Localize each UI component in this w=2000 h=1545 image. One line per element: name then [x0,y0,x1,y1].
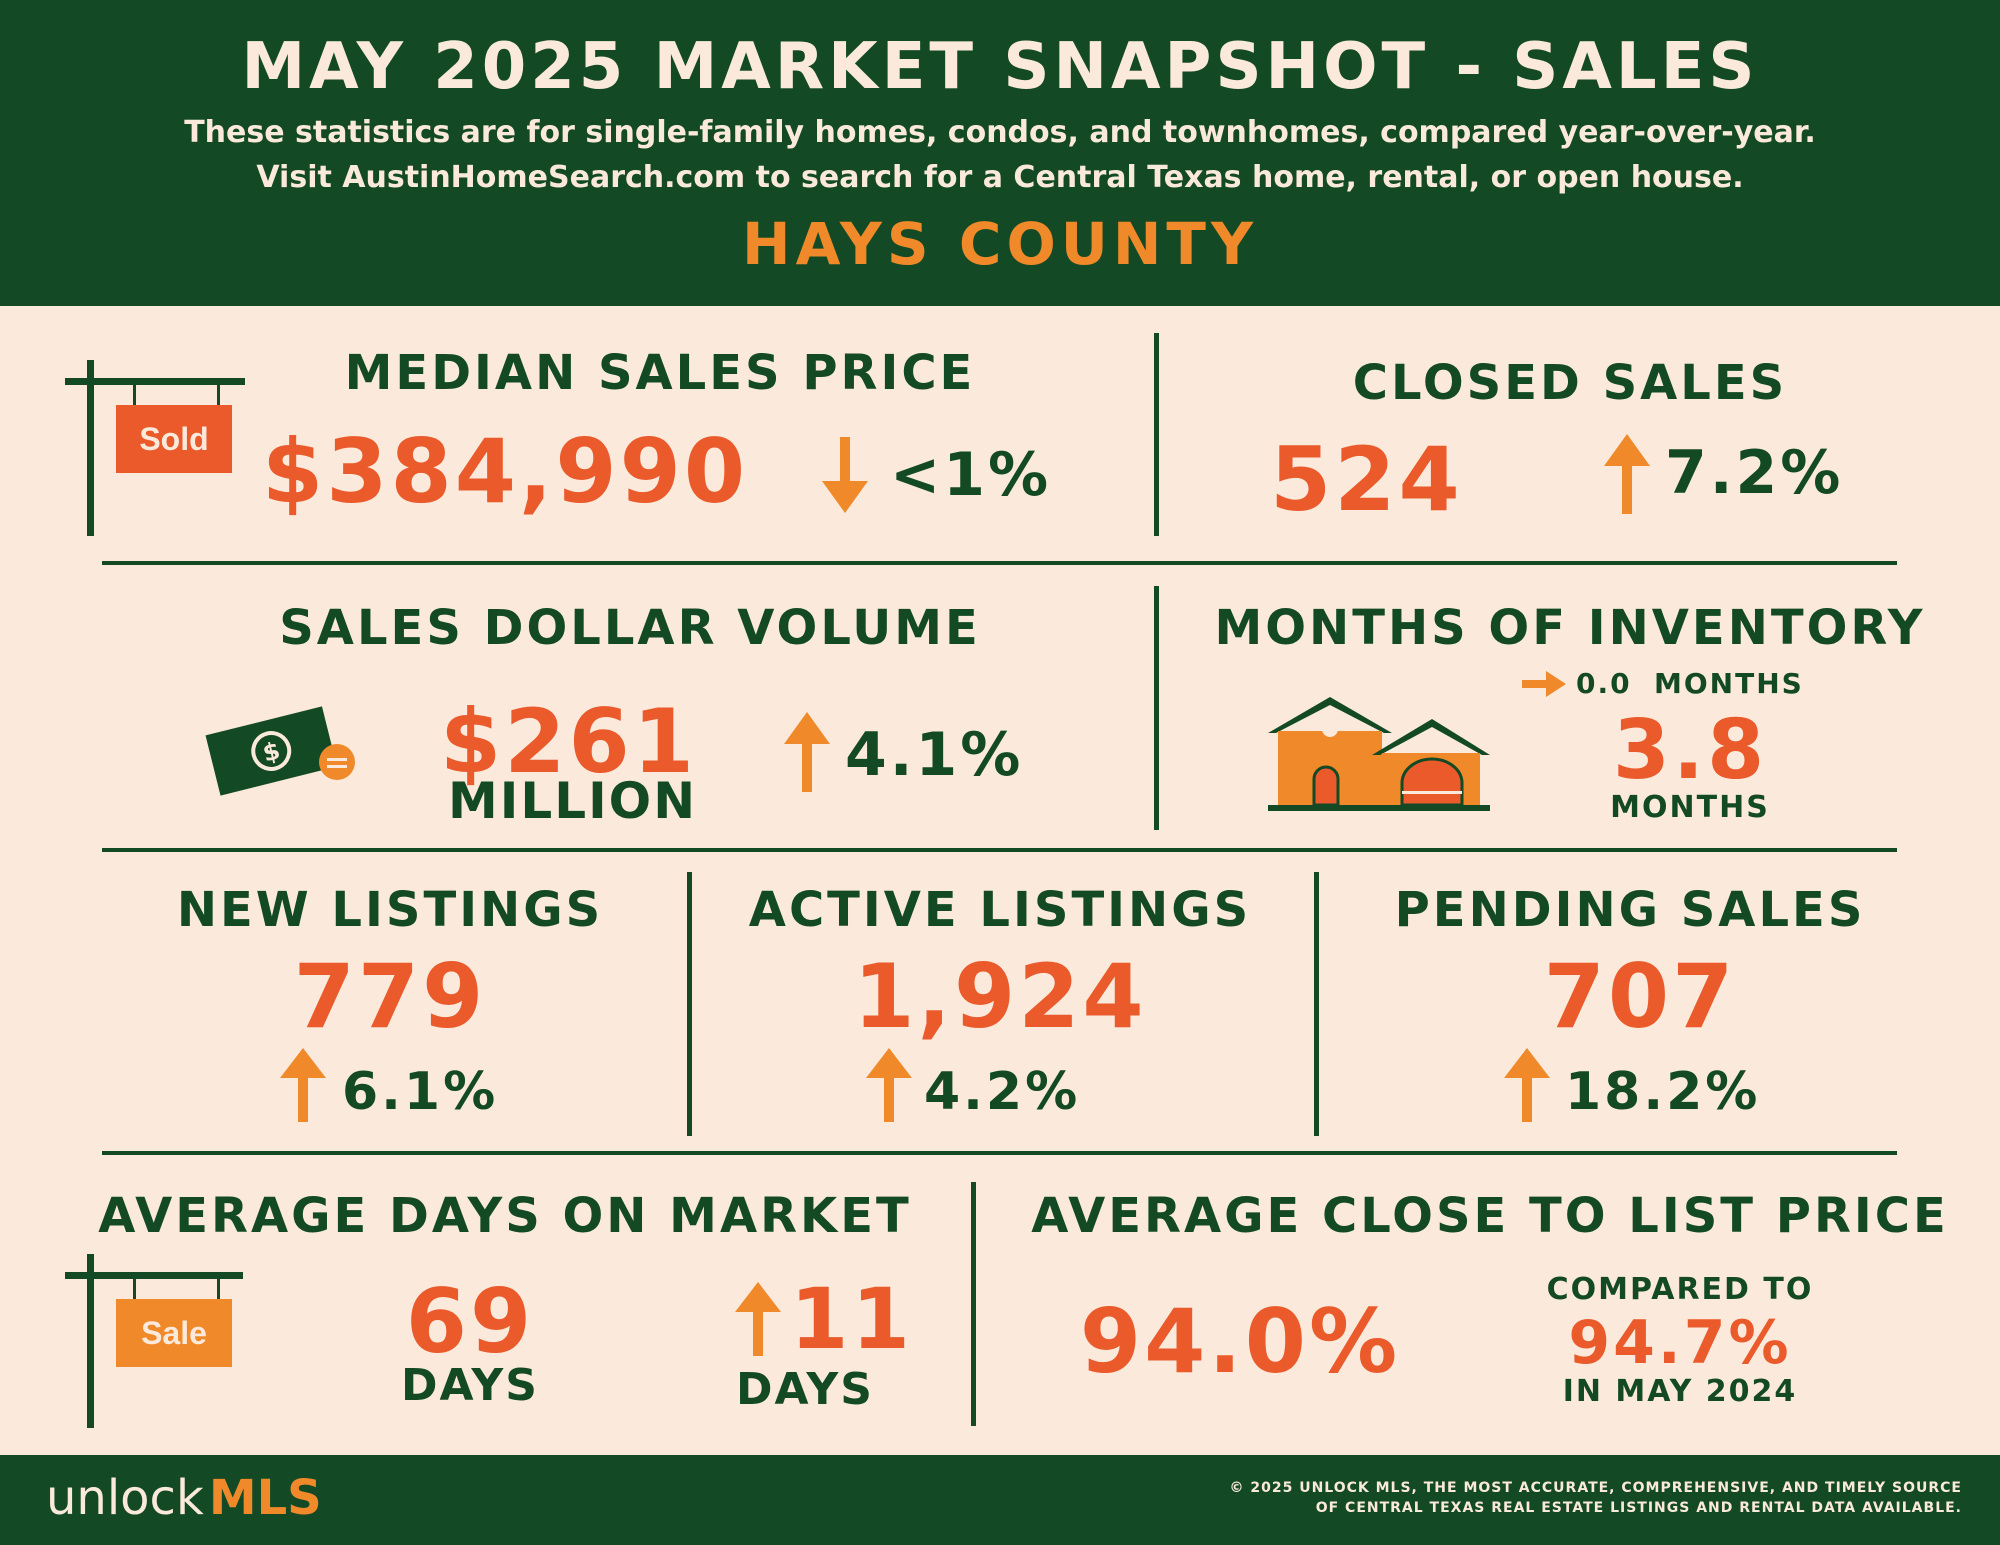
cash-icon: $ [205,706,355,796]
arrow-up-icon [1604,434,1650,514]
active-listings-change: 4.2% [924,1062,1081,1122]
sales-dollar-volume-unit: MILLION [448,772,698,830]
divider-h3 [102,1151,1897,1155]
median-sales-price-value: $384,990 [262,420,749,523]
subtitle-line1: These statistics are for single-family h… [184,115,1816,150]
page-title: MAY 2025 MARKET SNAPSHOT - SALES [241,30,1759,104]
sold-sign-text: Sold [139,421,209,457]
avg-close-to-list-compared-value: 94.7% [1568,1308,1792,1378]
arrow-up-icon [280,1048,326,1122]
arrow-up-icon [784,712,830,792]
closed-sales-change: 7.2% [1665,438,1844,508]
sales-dollar-volume-value: $261 [440,690,697,793]
months-of-inventory-change-unit: MONTHS [1654,667,1804,700]
new-listings-change: 6.1% [342,1062,499,1122]
sales-dollar-volume-change: 4.1% [845,720,1024,790]
sold-sign-icon [65,360,245,536]
sale-sign-icon [65,1254,243,1428]
brand-mls-text: MLS [208,1470,322,1526]
months-of-inventory-value: 3.8 [1612,703,1768,798]
avg-days-on-market-unit: DAYS [401,1360,539,1411]
subtitle-line2: Visit AustinHomeSearch.com to search for… [256,160,1744,195]
months-of-inventory-change: 0.0 [1576,667,1632,700]
arrow-down-icon [822,437,868,513]
avg-close-to-list-compared-period: IN MAY 2024 [1562,1374,1798,1409]
header-band [0,0,2000,306]
divider-v4 [1314,872,1319,1136]
avg-days-on-market-change: 11 [790,1270,913,1368]
copyright-line1: © 2025 UNLOCK MLS, THE MOST ACCURATE, CO… [1229,1480,1962,1496]
months-of-inventory-unit: MONTHS [1610,790,1770,825]
brand-logo: unlock MLS [46,1470,322,1526]
median-sales-price-change: <1% [890,440,1052,510]
brand-unlock-text: unlock [46,1470,204,1526]
house-icon [1268,697,1490,811]
avg-close-to-list-value: 94.0% [1079,1290,1401,1393]
closed-sales-value: 524 [1270,428,1463,531]
pending-sales-label: PENDING SALES [1394,882,1866,938]
divider-v1 [1154,333,1159,536]
active-listings-value: 1,924 [853,945,1147,1048]
sale-sign-text: Sale [141,1315,207,1351]
copyright: © 2025 UNLOCK MLS, THE MOST ACCURATE, CO… [1230,1478,1963,1518]
avg-close-to-list-label: AVERAGE CLOSE TO LIST PRICE [1031,1188,1949,1244]
new-listings-value: 779 [293,945,487,1048]
county-title: HAYS COUNTY [742,210,1258,278]
divider-h1 [102,561,1897,565]
pending-sales-change: 18.2% [1565,1062,1761,1122]
avg-days-on-market-change-unit: DAYS [736,1364,874,1415]
divider-v3 [687,872,692,1136]
avg-days-on-market-value: 69 [405,1270,535,1373]
pending-sales-value: 707 [1543,945,1737,1048]
new-listings-label: NEW LISTINGS [176,882,604,938]
median-sales-price-label: MEDIAN SALES PRICE [344,345,976,401]
arrow-right-icon [1522,671,1566,697]
svg-text:$: $ [260,736,283,767]
divider-h2 [102,848,1897,852]
footer-band [0,1455,2000,1545]
avg-close-to-list-compared-label: COMPARED TO [1546,1272,1814,1307]
months-of-inventory-label: MONTHS OF INVENTORY [1214,600,1926,656]
active-listings-label: ACTIVE LISTINGS [748,882,1252,938]
divider-v2 [1154,586,1159,830]
arrow-up-icon [866,1048,912,1122]
sales-dollar-volume-label: SALES DOLLAR VOLUME [279,600,981,656]
avg-days-on-market-label: AVERAGE DAYS ON MARKET [98,1188,912,1244]
copyright-line2: OF CENTRAL TEXAS REAL ESTATE LISTINGS AN… [1315,1500,1962,1516]
arrow-up-icon [1504,1048,1550,1122]
closed-sales-label: CLOSED SALES [1352,355,1788,411]
divider-v5 [971,1182,976,1426]
arrow-up-icon [735,1282,781,1356]
